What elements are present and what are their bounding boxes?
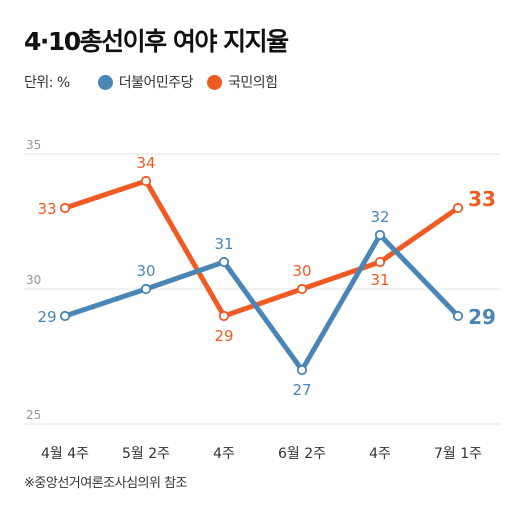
series-line-democratic [62,232,461,373]
data-label-ppp: 29 [214,327,233,345]
data-point-ppp [374,256,386,268]
data-label-ppp: 31 [370,271,389,289]
data-point-ppp [452,202,464,214]
legend-swatch-democratic [97,74,113,90]
data-label-ppp: 33 [468,187,496,211]
data-label-democratic: 27 [292,381,311,399]
data-point-democratic [296,364,308,376]
data-point-democratic [218,256,230,268]
data-label-democratic: 29 [37,308,56,326]
x-tick-label: 4주 [213,446,235,462]
x-tick-label: 7월 1주 [434,446,482,462]
data-label-ppp: 33 [37,200,56,218]
data-point-democratic [59,310,71,322]
data-point-ppp [218,310,230,322]
data-point-democratic [374,229,386,241]
data-point-democratic [140,283,152,295]
legend-item-democratic: 더불어민주당 [97,72,194,92]
data-label-democratic: 32 [370,208,389,226]
x-tick-label: 4주 [369,446,391,462]
data-point-ppp [59,202,71,214]
legend-label-ppp: 국민의힘 [228,75,278,91]
y-tick-label: 35 [26,138,41,152]
source-note: ※중앙선거여론조사심의위 참조 [24,476,188,491]
chart-title: 4·10총선이후 여야 지지율 [24,27,289,56]
series-line-ppp [62,178,461,319]
data-point-ppp [296,283,308,295]
data-point-ppp [140,175,152,187]
data-label-democratic: 31 [214,235,233,253]
x-tick-label: 4월 4주 [41,446,89,462]
legend-swatch-ppp [207,74,223,90]
legend: 단위: % 더불어민주당 국민의힘 [24,70,292,94]
y-tick-label: 30 [26,273,41,287]
legend-label-democratic: 더불어민주당 [118,75,194,91]
unit-label: 단위: % [24,75,70,91]
data-label-democratic: 29 [468,305,496,329]
y-tick-label: 25 [26,408,41,422]
x-tick-label: 5월 2주 [122,446,170,462]
legend-item-ppp: 국민의힘 [207,72,278,92]
data-point-democratic [452,310,464,322]
data-label-ppp: 34 [136,154,155,172]
data-label-ppp: 30 [292,262,311,280]
data-label-democratic: 30 [136,262,155,280]
x-tick-label: 6월 2주 [278,446,326,462]
